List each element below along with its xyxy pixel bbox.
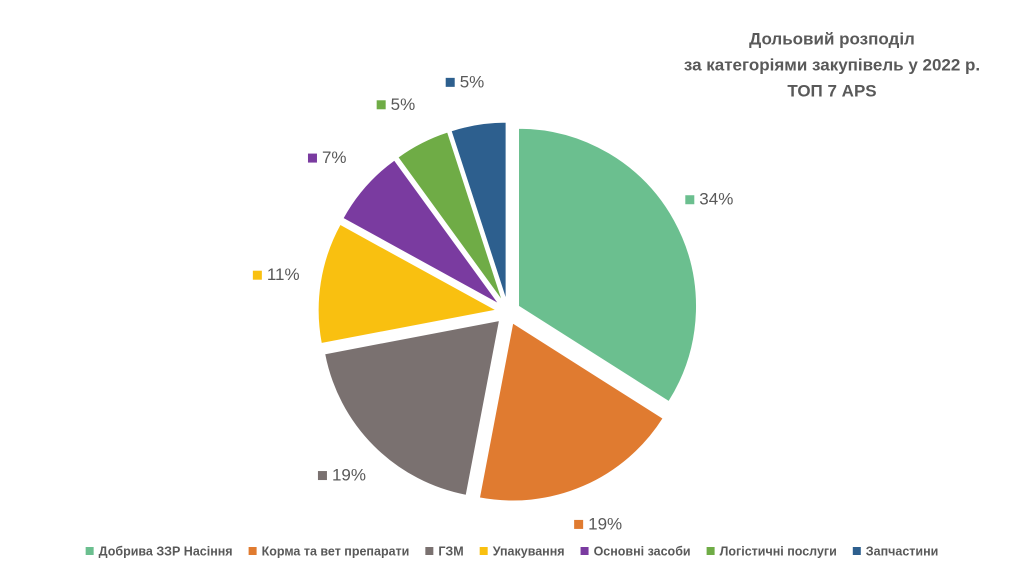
value-label: 5% xyxy=(460,72,485,91)
label-marker xyxy=(685,195,695,205)
chart-title: Дольовий розподіл xyxy=(749,29,915,48)
legend-label: Упакування xyxy=(493,544,565,558)
legend-marker xyxy=(248,547,257,555)
label-marker xyxy=(252,270,262,280)
value-label: 19% xyxy=(332,466,366,485)
pie-slice xyxy=(324,319,501,496)
pie-slice xyxy=(397,131,504,302)
legend-label: Добрива ЗЗР Насіння xyxy=(99,544,233,558)
legend-marker xyxy=(580,547,589,555)
label-marker xyxy=(376,100,386,110)
legend-label: ГЗМ xyxy=(438,544,463,558)
label-marker xyxy=(445,77,455,87)
legend-marker xyxy=(706,547,715,555)
pie-slice xyxy=(317,223,498,345)
chart-title: за категоріями закупівель у 2022 р. xyxy=(684,55,980,74)
value-label: 5% xyxy=(391,95,416,114)
legend-label: Основні засоби xyxy=(594,544,691,558)
value-label: 11% xyxy=(267,265,300,284)
legend-marker xyxy=(479,547,488,555)
label-marker xyxy=(574,519,584,529)
pie-slice xyxy=(342,159,500,305)
legend-label: Логістичні послуги xyxy=(720,544,837,558)
value-label: 19% xyxy=(588,514,622,533)
pie-slice xyxy=(450,121,507,301)
value-label: 7% xyxy=(322,148,347,167)
pie-slice xyxy=(518,127,697,403)
legend-marker xyxy=(425,547,434,555)
pie-slice xyxy=(478,322,664,502)
legend-marker xyxy=(85,547,94,555)
value-label: 34% xyxy=(699,190,733,209)
legend-label: Запчастини xyxy=(866,544,939,558)
chart-title: ТОП 7 APS xyxy=(787,81,876,100)
legend-marker xyxy=(852,547,861,555)
label-marker xyxy=(317,471,327,481)
label-marker xyxy=(307,153,317,163)
legend-label: Корма та вет препарати xyxy=(262,544,410,558)
